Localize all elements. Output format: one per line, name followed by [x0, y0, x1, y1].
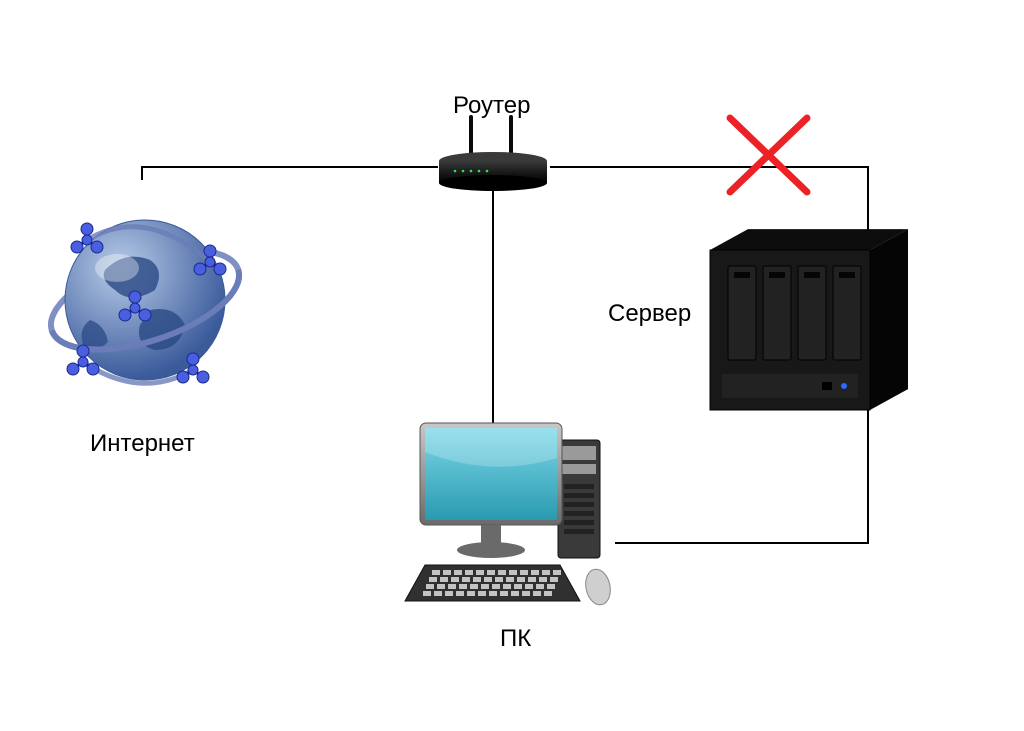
router-label: Роутер: [453, 92, 530, 120]
server-label: Сервер: [608, 300, 691, 328]
internet-label: Интернет: [90, 430, 195, 458]
network-diagram: Роутер Интернет Сервер ПК: [0, 0, 1024, 731]
pc-label: ПК: [500, 625, 531, 653]
